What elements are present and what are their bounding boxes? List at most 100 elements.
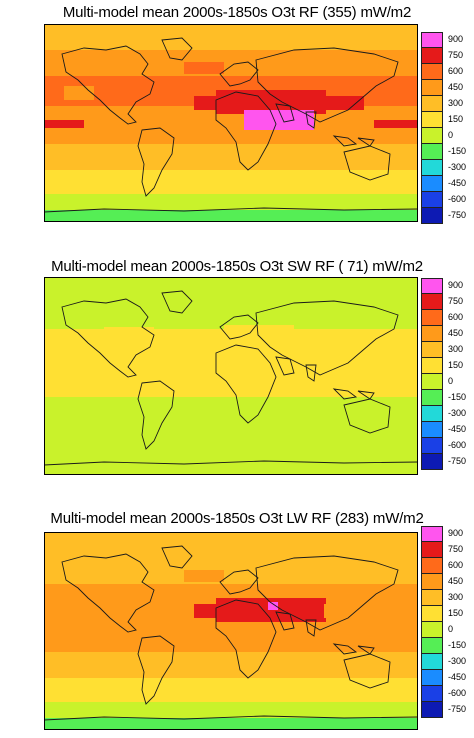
coastline [61,553,155,633]
colorbar-swatch [421,144,443,160]
coastline [275,356,295,376]
colorbar-tick-label: 900 [448,34,464,44]
colorbar-swatch [421,208,443,224]
latitude-band [44,397,418,423]
colorbar-swatch [421,358,443,374]
colorbar-swatch [421,542,443,558]
latitude-band [44,303,418,329]
panel-title: Multi-model mean 2000s-1850s O3t SW RF (… [51,258,423,275]
rf-patch [274,339,334,361]
map-frame [44,277,418,475]
coastline [332,135,358,147]
coastline [215,91,277,171]
colorbar-tick-label: -300 [448,162,467,172]
coastline [161,290,193,314]
coastline [215,344,277,424]
latitude-band [44,170,418,194]
coastline [137,127,175,197]
colorbar-tick-label: -600 [448,440,467,450]
colorbar-swatch [421,310,443,326]
latitude-band [44,463,418,475]
map-canvas [44,532,418,730]
panel-title: Multi-model mean 2000s-1850s O3t LW RF (… [50,510,424,527]
colorbar-tick-label: 750 [448,50,464,60]
latitude-band [44,652,418,678]
coastline [219,61,259,87]
colorbar-swatch [421,438,443,454]
map-canvas [44,277,418,475]
colorbar-swatch [421,160,443,176]
colorbar-tick-label: 300 [448,592,464,602]
colorbar-swatch [421,406,443,422]
coastline [61,298,155,378]
coastline [305,364,317,382]
colorbar-tick-label: -450 [448,424,467,434]
map-frame [44,532,418,730]
colorbar-swatch [421,32,443,48]
colorbar-swatch [421,590,443,606]
colorbar-tick-label: 900 [448,528,464,538]
rf-hotspot [194,96,224,110]
rf-peak [244,110,314,130]
coastline [343,653,391,689]
colorbar-tick-label: 900 [448,280,464,290]
panel-lw-rf: Multi-model mean 2000s-1850s O3t LW RF (… [0,502,474,738]
coastline [332,388,358,400]
coastline [44,715,418,721]
colorbar-swatch [421,278,443,294]
colorbar-swatch [421,574,443,590]
latitude-band [44,144,418,170]
colorbar-swatch [421,80,443,96]
panel-sw-rf: Multi-model mean 2000s-1850s O3t SW RF (… [0,250,474,496]
colorbar-tick-label: -150 [448,640,467,650]
colorbar-swatch [421,112,443,128]
colorbar-swatch [421,294,443,310]
coastline [219,569,259,595]
colorbar-tick-label: 0 [448,130,454,140]
colorbar-tick-label: -300 [448,656,467,666]
colorbar-swatch [421,606,443,622]
rf-patch [184,570,224,582]
colorbar-swatch [421,342,443,358]
colorbar-tick-label: -750 [448,456,467,466]
colorbar-swatch [421,374,443,390]
colorbar-swatch [421,48,443,64]
coastline [161,545,193,569]
ozone-rf-map [44,532,418,730]
latitude-band [44,702,418,718]
colorbar-tick-label: 600 [448,66,464,76]
latitude-band [44,718,418,730]
colorbar-tick-label: 600 [448,312,464,322]
coastline [255,555,399,631]
colorbar-swatch [421,326,443,342]
rf-hotspot [374,120,418,128]
coastline [357,645,375,655]
colorbar-tick-label: 150 [448,114,464,124]
rf-hotspot [324,96,364,110]
colorbar-swatch [421,192,443,208]
colorbar-tick-label: 750 [448,296,464,306]
colorbar-swatch [421,654,443,670]
rf-patch [64,594,94,608]
colorbar-swatch [421,686,443,702]
coastline [343,145,391,181]
colorbar-tick-label: -750 [448,704,467,714]
colorbar-tick-label: -450 [448,178,467,188]
rf-hotspot [44,120,84,128]
coastline [219,314,259,340]
colorbar-swatch [421,96,443,112]
coastline [137,380,175,450]
ozone-rf-map [44,277,418,475]
rf-patch [224,325,294,343]
panel-total-rf: Multi-model mean 2000s-1850s O3t RF (355… [0,0,474,246]
colorbar-tick-label: -150 [448,146,467,156]
colorbar-tick-label: 450 [448,82,464,92]
latitude-band [44,210,418,222]
coastline [255,300,399,376]
ozone-rf-map [44,24,418,222]
colorbar-swatch [421,702,443,718]
colorbar-swatch [421,128,443,144]
latitude-band [44,24,418,50]
colorbar-tick-label: 450 [448,328,464,338]
latitude-band [44,447,418,463]
